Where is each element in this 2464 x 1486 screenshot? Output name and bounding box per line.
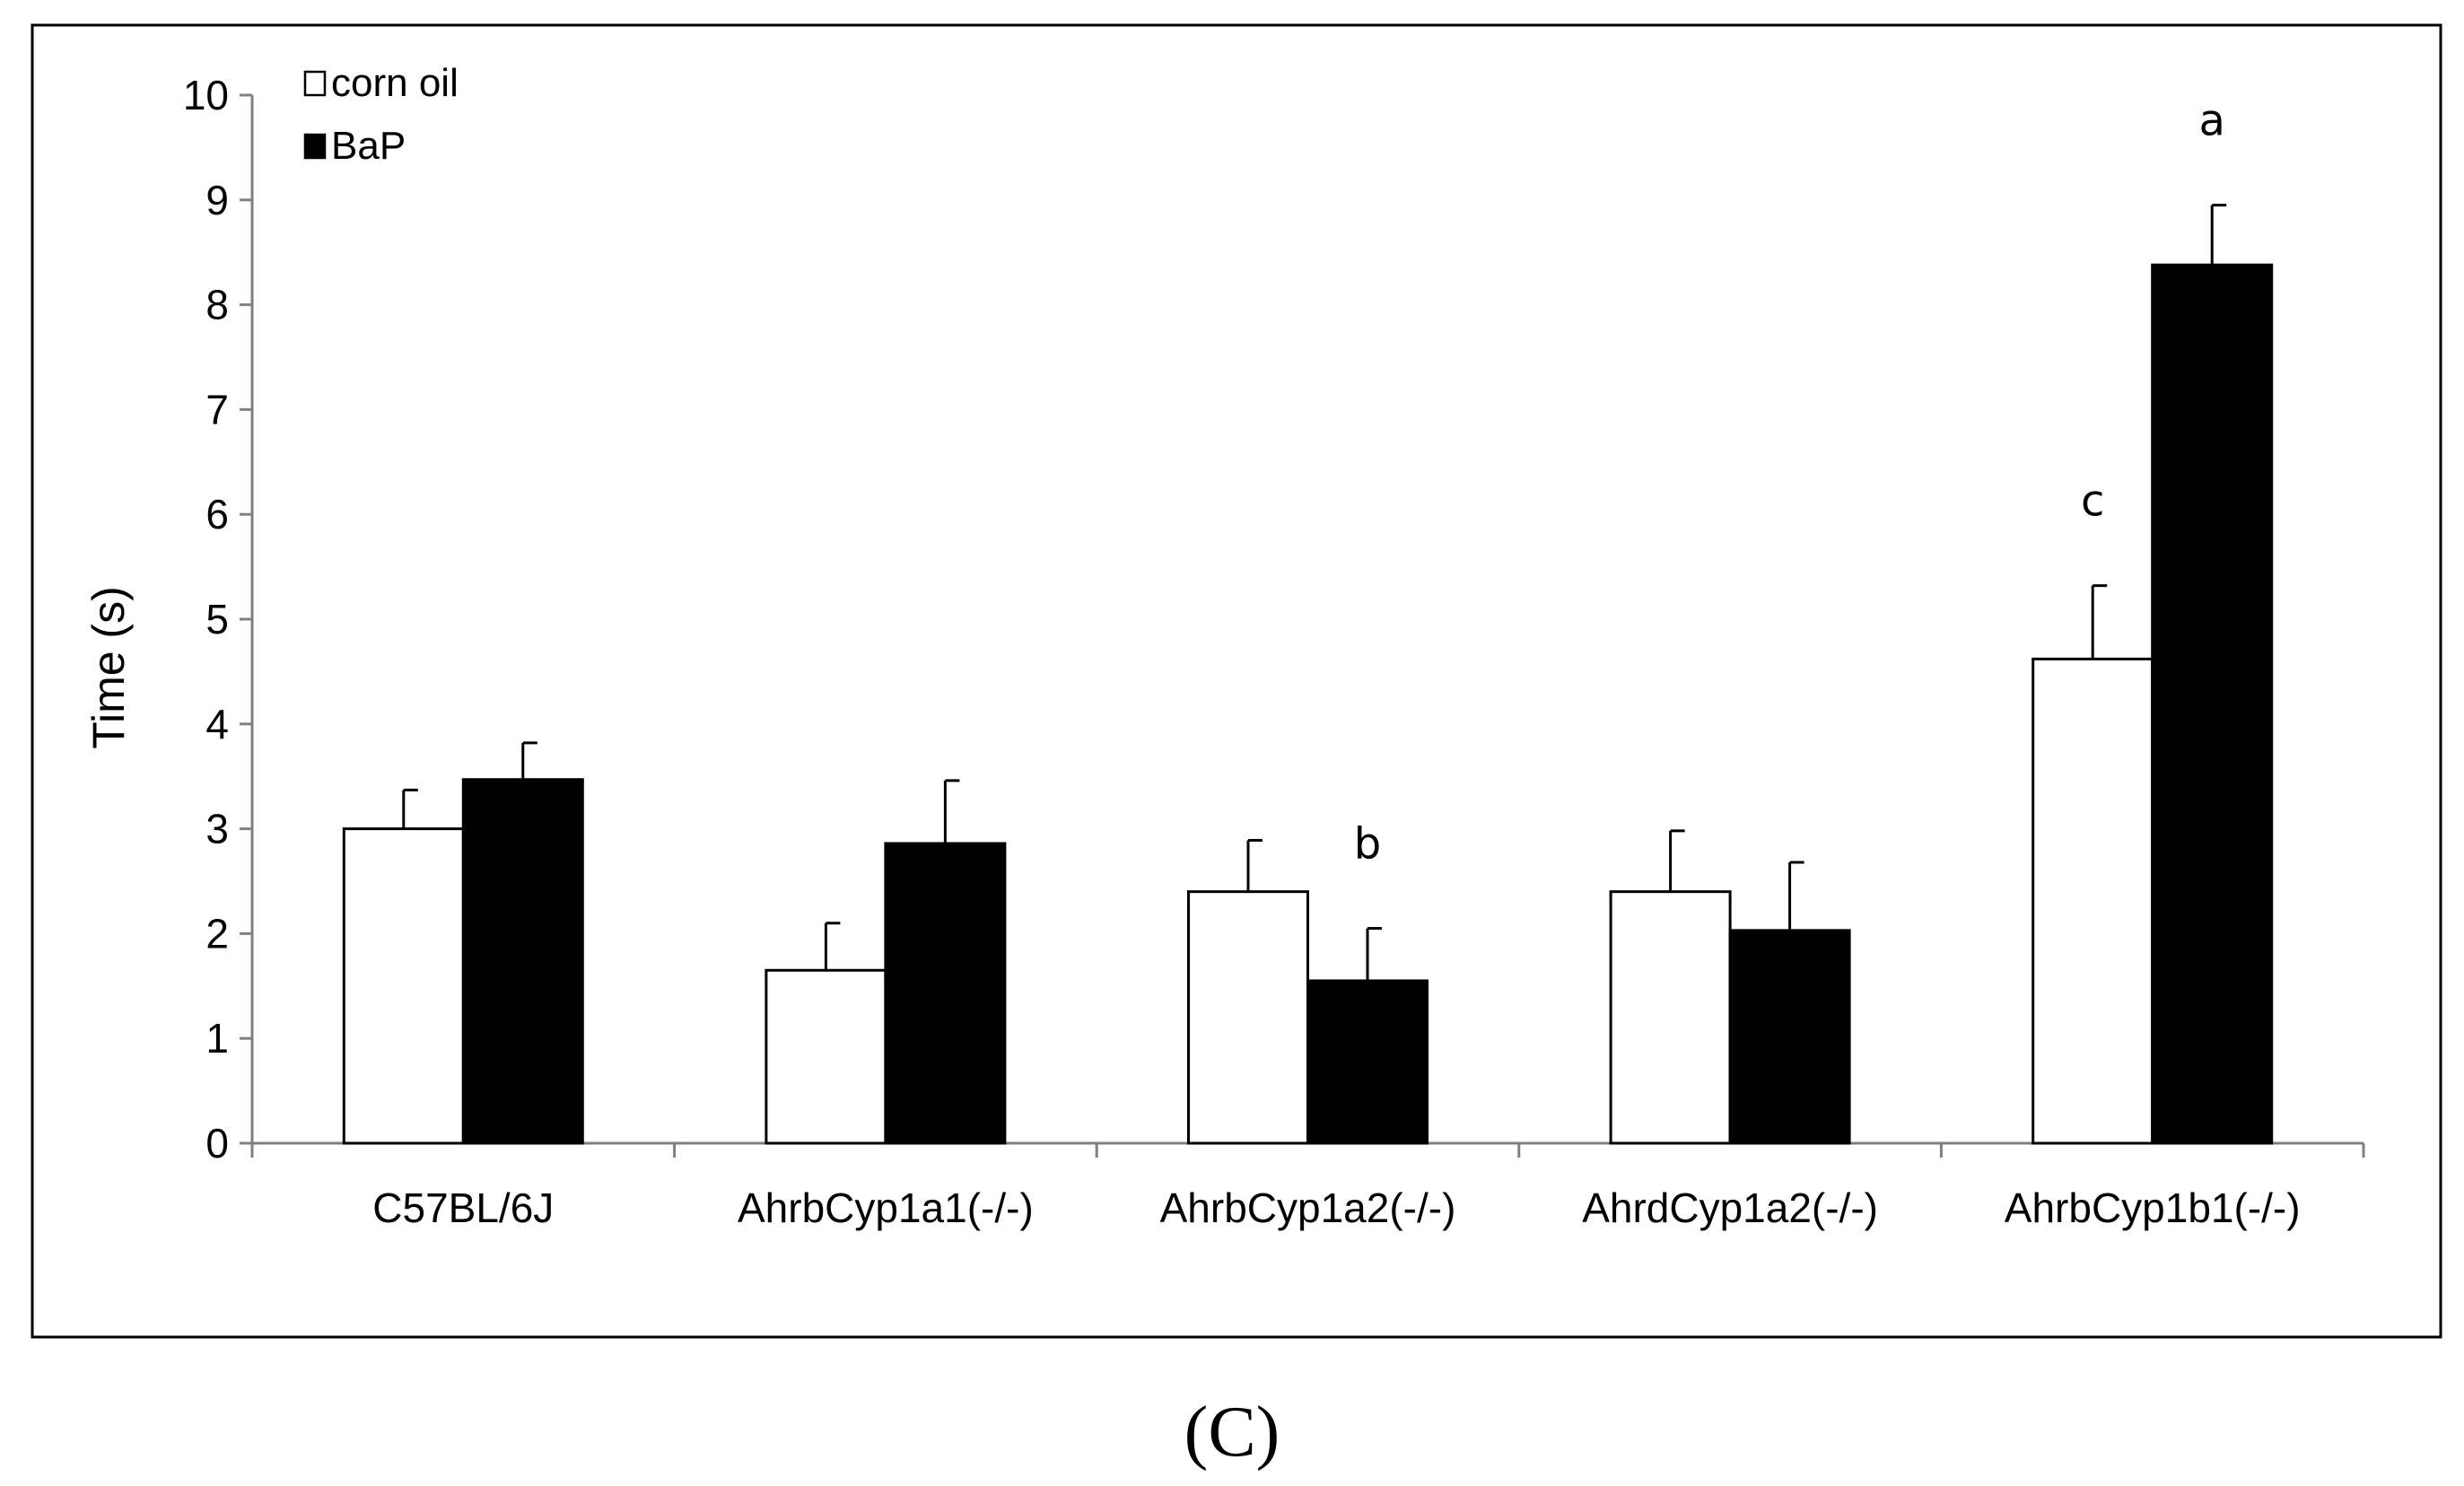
- y-tick-label-4: 4: [205, 701, 229, 747]
- y-axis-label: Time (s): [83, 586, 134, 748]
- y-tick-label-6: 6: [205, 491, 229, 538]
- bar-corn-oil-3: [1609, 890, 1732, 1145]
- bar-bap-3: [1728, 929, 1851, 1145]
- bar-corn-oil-1: [765, 968, 887, 1145]
- y-tick-label-1: 1: [205, 1015, 229, 1062]
- bar-bap-4: [2151, 263, 2274, 1145]
- y-tick-label-10: 10: [183, 72, 229, 118]
- legend-label-corn-oil: corn oil: [331, 61, 459, 105]
- legend-label-bap: BaP: [331, 124, 406, 168]
- y-tick-label-3: 3: [205, 806, 229, 852]
- bar-corn-oil-2: [1187, 890, 1309, 1145]
- x-tick-label-0: C57BL/6J: [372, 1184, 554, 1231]
- panel-label: (C): [1184, 1393, 1280, 1472]
- x-tick-label-3: AhrdCyp1a2(-/-): [1582, 1184, 1878, 1231]
- bar-bap-0: [461, 778, 584, 1145]
- significance-label-corn-oil-4: c: [2081, 476, 2104, 527]
- significance-label-bap-4: a: [2198, 96, 2224, 146]
- x-tick-label-2: AhrbCyp1a2(-/-): [1160, 1184, 1456, 1231]
- x-tick-label-1: AhrbCyp1a1(-/-): [738, 1184, 1034, 1231]
- bar-bap-1: [884, 842, 1007, 1145]
- legend: corn oil BaP: [303, 61, 459, 168]
- legend-swatch-corn-oil: [303, 70, 327, 97]
- bar-corn-oil-4: [2031, 657, 2154, 1145]
- y-tick-label-9: 9: [205, 177, 229, 223]
- y-tick-label-5: 5: [205, 596, 229, 642]
- bar-corn-oil-0: [342, 827, 465, 1145]
- x-tick-label-4: AhrbCyp1b1(-/-): [2005, 1184, 2301, 1231]
- plot-area: 0 1 2 3 4 5 6 7 8 9 10 C57BL/6J AhrbCyp1a1(-/-) AhrbC…: [183, 72, 2365, 1231]
- y-tick-label-7: 7: [205, 386, 229, 433]
- legend-swatch-bap: [303, 133, 327, 160]
- bar-bap-2: [1306, 979, 1429, 1145]
- y-tick-label-0: 0: [205, 1120, 229, 1167]
- significance-label-bap-2: b: [1354, 819, 1381, 870]
- y-tick-label-8: 8: [205, 282, 229, 328]
- y-tick-label-2: 2: [205, 910, 229, 957]
